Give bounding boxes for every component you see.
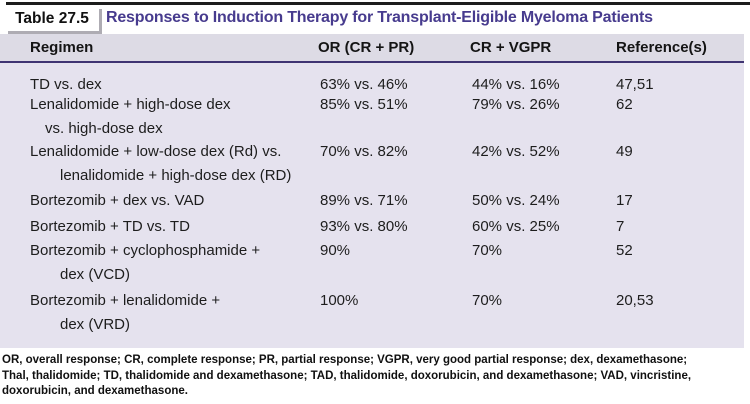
footnote-line: doxorubicin, and dexamethasone.: [2, 385, 188, 397]
cr-vgpr-cell: 44% vs. 16%: [472, 76, 560, 93]
cr-vgpr-cell: 60% vs. 25%: [472, 218, 560, 235]
column-header-row: Regimen OR (CR + PR) CR + VGPR Reference…: [0, 34, 744, 61]
reference-cell: 17: [616, 192, 633, 209]
regimen-line: Lenalidomide + low-dose dex (Rd) vs.: [30, 143, 282, 160]
or-cell: 90%: [320, 242, 351, 259]
reference-cell: 20,53: [616, 292, 654, 309]
reference-cell: 7: [616, 218, 625, 235]
table-footnote: OR, overall response; CR, complete respo…: [2, 353, 748, 400]
regimen-line: vs. high-dose dex: [45, 120, 163, 137]
regimen-line: TD vs. dex: [30, 76, 102, 93]
cr-vgpr-cell: 70%: [472, 242, 503, 259]
or-cell: 93% vs. 80%: [320, 218, 408, 235]
cr-vgpr-cell: 79% vs. 26%: [472, 96, 560, 113]
footnote-line: Thal, thalidomide; TD, thalidomide and d…: [2, 369, 692, 382]
cr-vgpr-cell: 70%: [472, 292, 503, 309]
reference-cell: 52: [616, 242, 633, 259]
regimen-cell: Lenalidomide + low-dose dex (Rd) vs. lena…: [30, 140, 315, 188]
regimen-line: Bortezomib + lenalidomide +: [30, 292, 221, 309]
or-cell: 89% vs. 71%: [320, 192, 408, 209]
or-cell: 100%: [320, 292, 359, 309]
or-cell: 63% vs. 46%: [320, 76, 408, 93]
regimen-line: Lenalidomide + high-dose dex: [30, 96, 231, 113]
or-cell: 85% vs. 51%: [320, 96, 408, 113]
reference-cell: 47,51: [616, 76, 654, 93]
cr-vgpr-cell: 42% vs. 52%: [472, 143, 560, 160]
regimen-cell: Bortezomib + dex vs. VAD: [30, 189, 315, 213]
regimen-line: Bortezomib + TD vs. TD: [30, 218, 190, 235]
regimen-line: Bortezomib + cyclophosphamide +: [30, 242, 261, 259]
regimen-cell: Bortezomib + cyclophosphamide + dex (VCD): [30, 239, 315, 287]
column-header-cr-vgpr: CR + VGPR: [470, 39, 552, 56]
top-rule: [6, 2, 750, 5]
regimen-cell: TD vs. dex: [30, 73, 315, 97]
footnote-line: OR, overall response; CR, complete respo…: [2, 354, 688, 366]
column-header-or: OR (CR + PR): [318, 39, 415, 56]
regimen-cell: Lenalidomide + high-dose dex vs. high-dos…: [30, 93, 315, 141]
column-header-references: Reference(s): [616, 39, 707, 56]
table-title: Responses to Induction Therapy for Trans…: [106, 9, 653, 26]
regimen-cell: Bortezomib + lenalidomide + dex (VRD): [30, 289, 315, 337]
reference-cell: 62: [616, 96, 633, 113]
reference-cell: 49: [616, 143, 633, 160]
column-header-regimen: Regimen: [30, 39, 94, 56]
regimen-line: dex (VRD): [60, 316, 131, 333]
table-number-tab: Table 27.5: [5, 6, 99, 31]
header-divider-rule: [0, 61, 744, 63]
regimen-cell: Bortezomib + TD vs. TD: [30, 215, 315, 239]
or-cell: 70% vs. 82%: [320, 143, 408, 160]
regimen-line: Bortezomib + dex vs. VAD: [30, 192, 205, 209]
regimen-line: dex (VCD): [60, 266, 131, 283]
regimen-line: lenalidomide + high-dose dex (RD): [60, 167, 292, 184]
table-body: [0, 63, 744, 348]
cr-vgpr-cell: 50% vs. 24%: [472, 192, 560, 209]
